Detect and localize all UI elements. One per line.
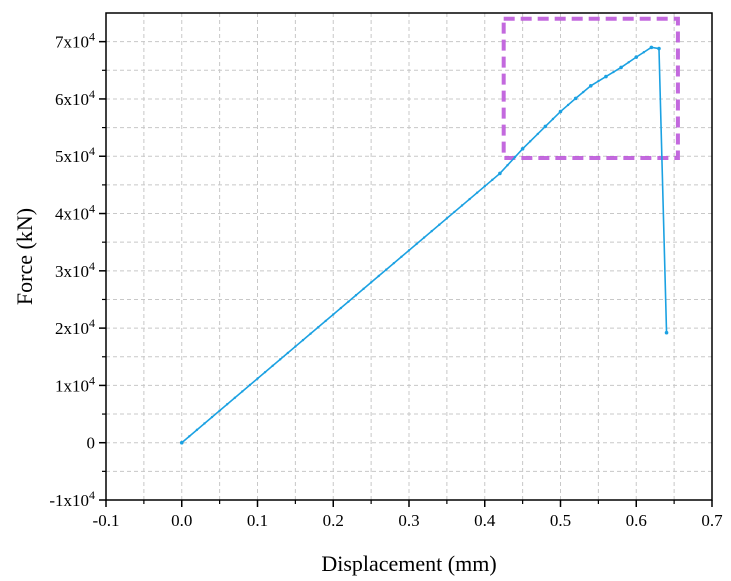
sample-marker [468, 197, 471, 201]
sample-marker [513, 155, 517, 159]
sample-marker [210, 415, 214, 419]
sample-marker [301, 338, 305, 342]
sample-marker [536, 132, 539, 136]
x-axis-label: Displacement (mm) [321, 551, 496, 576]
data-point [589, 83, 593, 88]
sample-marker [339, 306, 343, 310]
sample-marker [400, 255, 403, 258]
highlight-box [501, 16, 680, 160]
sample-marker [483, 185, 486, 188]
sample-marker [597, 79, 600, 83]
tick-marks [99, 40, 713, 507]
sample-marker [271, 364, 274, 367]
sample-marker [226, 403, 229, 406]
data-point [657, 46, 661, 51]
sample-marker [422, 236, 426, 239]
x-tick-label: 0.6 [626, 511, 647, 530]
grid-lines [106, 13, 712, 500]
sample-marker [195, 428, 199, 432]
sample-marker [529, 140, 532, 143]
sample-marker [294, 345, 297, 348]
sample-marker [385, 268, 388, 271]
y-tick-label: 7x104 [55, 30, 95, 52]
data-point [520, 146, 525, 151]
sample-marker [241, 390, 244, 393]
sample-marker [233, 396, 236, 400]
y-tick-label: 3x104 [55, 259, 95, 281]
sample-marker [263, 370, 267, 374]
sample-marker [453, 210, 456, 214]
data-point [634, 55, 639, 59]
x-tick-label: 0.5 [550, 511, 571, 530]
y-tick-label: 1x104 [55, 373, 95, 395]
sample-marker [506, 164, 509, 167]
sample-marker [392, 261, 396, 265]
y-tick-label: -1x104 [49, 488, 95, 510]
data-point [179, 440, 184, 445]
sample-marker [612, 70, 615, 74]
sample-marker [316, 326, 320, 329]
data-point [604, 74, 608, 79]
data-point [619, 65, 623, 70]
sample-marker [347, 300, 350, 303]
sample-marker [475, 191, 479, 194]
y-tick-label: 0 [87, 434, 96, 453]
sample-marker [430, 229, 433, 233]
x-tick-label: -0.1 [93, 511, 120, 530]
sample-marker [369, 281, 373, 284]
highlight-box-layer [501, 16, 680, 160]
data-point [543, 124, 548, 129]
y-axis-label: Force (kN) [12, 208, 37, 305]
sample-marker [188, 435, 191, 438]
sample-marker [324, 319, 327, 323]
sample-marker [415, 242, 418, 246]
x-tick-labels: -0.1 0.0 0.1 0.2 0.3 0.4 0.5 0.6 0.7 [93, 511, 724, 530]
y-tick-label: 6x104 [55, 87, 95, 109]
sample-marker [248, 383, 252, 387]
data-point [664, 330, 669, 335]
sample-marker [491, 178, 494, 182]
x-tick-label: 0.0 [171, 511, 192, 530]
sample-marker [203, 422, 206, 425]
sample-marker [332, 313, 335, 316]
y-tick-labels: -1x104 0 1x104 2x104 3x104 4x104 5x104 6x104 7x1… [49, 30, 95, 510]
sample-marker [460, 204, 464, 207]
series-layer [179, 45, 669, 445]
x-tick-label: 0.3 [398, 511, 419, 530]
sample-marker [627, 61, 630, 64]
data-point [573, 96, 578, 101]
sample-marker [438, 223, 441, 226]
sample-marker [362, 287, 365, 291]
x-tick-label: 0.4 [474, 511, 496, 530]
sample-marker [582, 90, 585, 94]
sample-marker [279, 358, 282, 361]
sample-marker [377, 274, 380, 278]
series-line [181, 46, 668, 444]
sample-marker [256, 377, 259, 380]
data-point [498, 171, 502, 176]
y-tick-label: 4x104 [55, 202, 95, 224]
sample-marker [642, 51, 646, 54]
data-point [558, 109, 563, 114]
x-tick-label: 0.2 [323, 511, 344, 530]
sample-marker [551, 117, 555, 121]
sample-marker [566, 103, 570, 107]
sample-marker [286, 351, 289, 355]
data-point [649, 45, 654, 50]
sample-marker [309, 332, 312, 335]
y-tick-label: 2x104 [55, 316, 95, 338]
sample-marker [445, 217, 449, 220]
sample-marker [218, 409, 221, 412]
x-tick-label: 0.7 [701, 511, 723, 530]
y-tick-label: 5x104 [55, 144, 95, 166]
x-tick-label: 0.1 [247, 511, 268, 530]
sample-marker [354, 294, 358, 297]
sample-marker [407, 249, 411, 252]
